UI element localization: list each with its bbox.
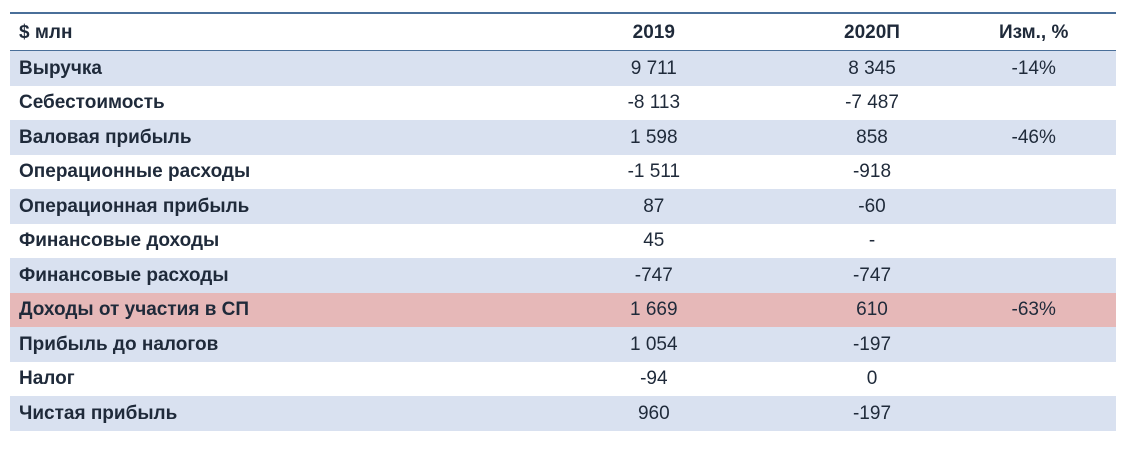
row-label: Налог: [19, 368, 75, 390]
row-value-2019: -94: [640, 368, 668, 390]
row-label: Операционные расходы: [19, 161, 251, 183]
row-label: Прибыль до налогов: [19, 333, 219, 355]
table-header-rule: [10, 50, 1116, 51]
row-value-2020: -197: [852, 402, 892, 424]
row-label: Себестоимость: [19, 92, 165, 114]
row-value-2019: 87: [643, 195, 665, 217]
financial-table: $ млн 2019 2020П Изм., % Выручка 9 711 8…: [10, 12, 1116, 431]
row-change: -63%: [1011, 299, 1056, 321]
table-row-highlighted: Доходы от участия в СП 1 669 610 -63%: [10, 292, 1116, 327]
row-value-2019: -747: [634, 264, 673, 286]
row-value-2019: 1 669: [630, 299, 678, 321]
row-value-2019: 45: [643, 230, 665, 252]
row-label: Операционная прибыль: [19, 195, 250, 217]
row-change: -46%: [1011, 126, 1056, 148]
row-value-2020: 610: [856, 299, 888, 321]
table-row: Налог -94 0: [10, 362, 1116, 397]
table-top-rule: [10, 12, 1116, 14]
row-label: Финансовые доходы: [19, 230, 220, 252]
table-row: Финансовые доходы 45 -: [10, 224, 1116, 259]
table-row: Выручка 9 711 8 345 -14%: [10, 51, 1116, 86]
row-value-2020: -: [868, 230, 876, 252]
table-row: Операционная прибыль 87 -60: [10, 189, 1116, 224]
row-label: Финансовые расходы: [19, 264, 229, 286]
row-value-2019: 9 711: [630, 57, 677, 79]
row-label: Выручка: [19, 57, 102, 79]
row-value-2020: 0: [866, 368, 878, 390]
header-2019: 2019: [632, 21, 675, 43]
row-value-2019: 960: [637, 402, 670, 424]
row-label: Чистая прибыль: [19, 402, 178, 424]
row-value-2020: -60: [858, 195, 886, 217]
table-row: Операционные расходы -1 511 -918: [10, 155, 1116, 190]
header-unit: $ млн: [19, 21, 73, 43]
row-value-2020: 8 345: [848, 57, 896, 79]
table-row: Финансовые расходы -747 -747: [10, 258, 1116, 293]
table-row: Себестоимость -8 113 -7 487: [10, 86, 1116, 121]
table-row: Прибыль до налогов 1 054 -197: [10, 327, 1116, 362]
row-value-2019: 1 054: [630, 333, 678, 355]
table-header-row: $ млн 2019 2020П Изм., %: [10, 14, 1116, 50]
header-2020-forecast: 2020П: [844, 21, 900, 43]
table-row: Чистая прибыль 960 -197: [10, 396, 1116, 431]
table-row: Валовая прибыль 1 598 858 -46%: [10, 120, 1116, 155]
row-label: Доходы от участия в СП: [19, 299, 250, 321]
row-value-2019: -1 511: [627, 161, 681, 183]
header-change-percent: Изм., %: [998, 21, 1069, 43]
row-value-2020: -197: [852, 333, 892, 355]
row-value-2020: 858: [856, 126, 888, 148]
row-label: Валовая прибыль: [19, 126, 192, 148]
row-value-2020: -918: [852, 161, 892, 183]
row-change: -14%: [1011, 57, 1056, 79]
row-value-2020: -747: [852, 264, 892, 286]
row-value-2019: -8 113: [627, 92, 681, 114]
row-value-2020: -7 487: [845, 92, 899, 114]
row-value-2019: 1 598: [630, 126, 678, 148]
